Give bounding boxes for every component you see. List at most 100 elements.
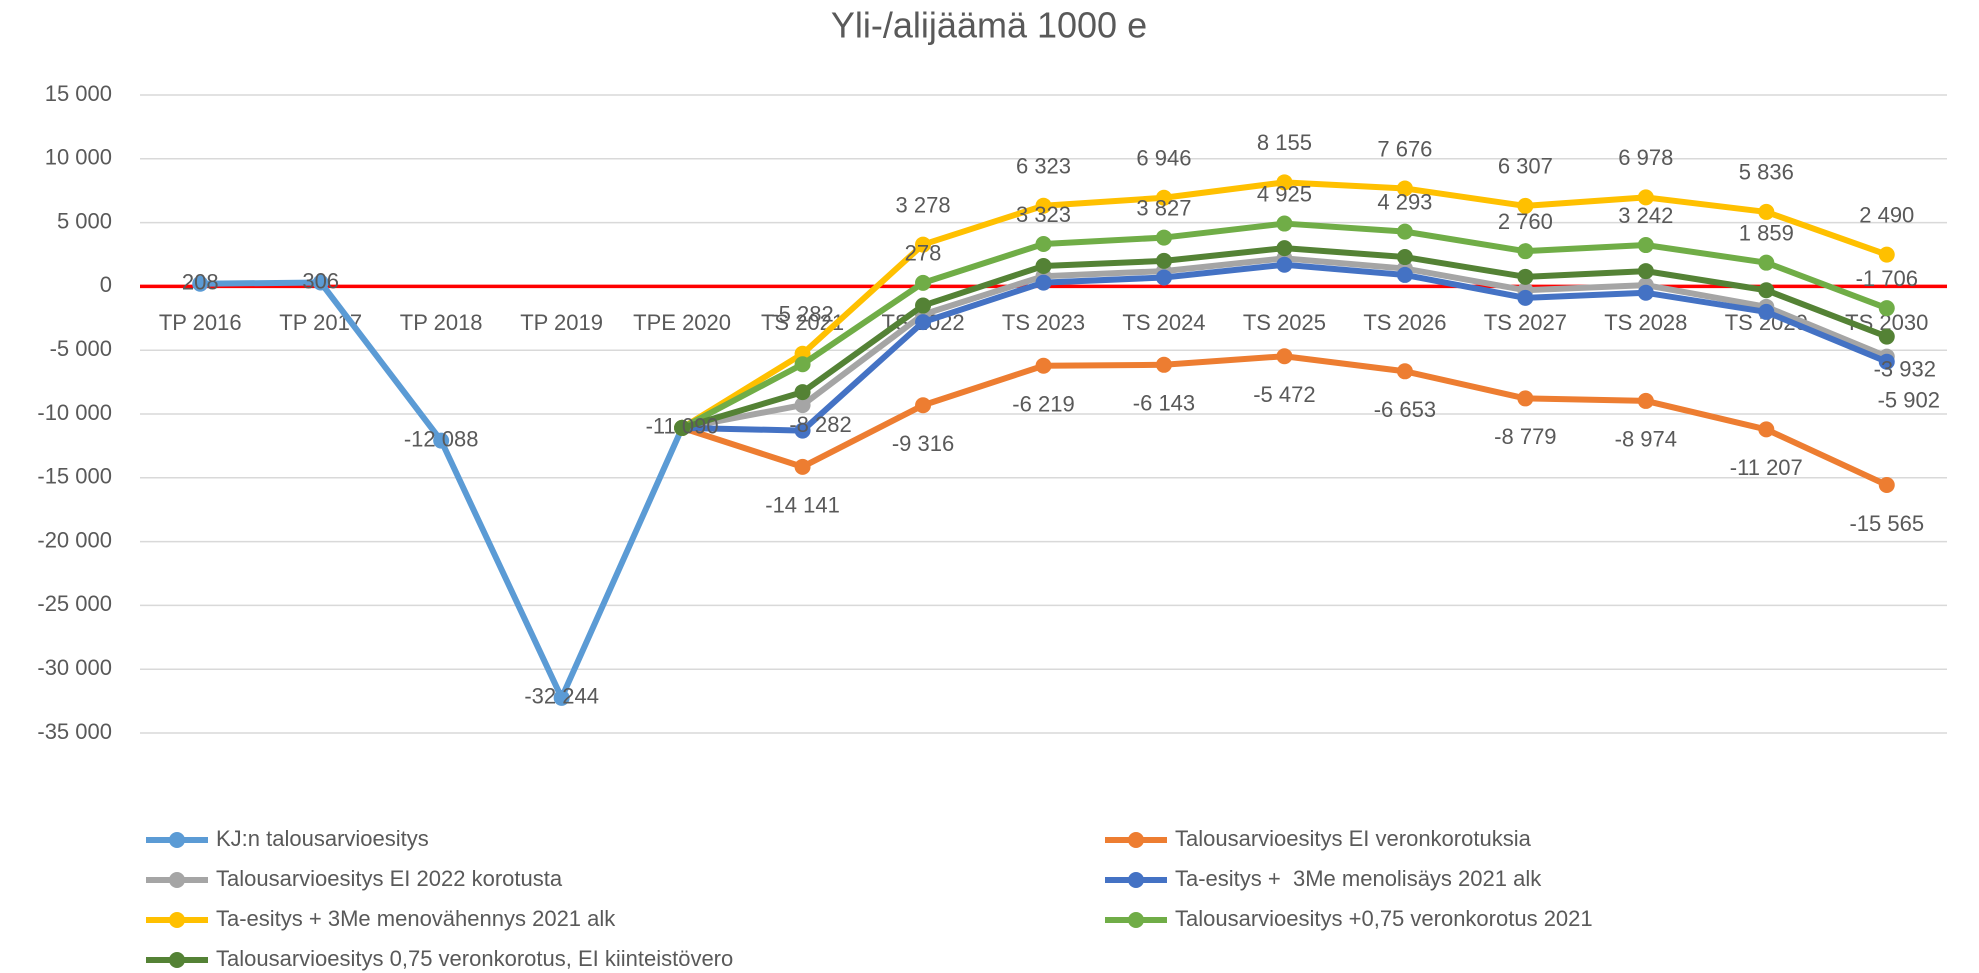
legend-marker [1128,832,1144,848]
data-point [1276,240,1293,257]
data-point [1276,348,1293,365]
data-point [1035,274,1052,291]
data-point [1758,303,1775,320]
y-tick-label: 15 000 [45,81,112,106]
data-label: -5 902 [1878,388,1940,413]
x-tick-label: TP 2018 [400,310,483,335]
data-point [1396,266,1413,283]
y-tick-label: -35 000 [37,719,112,744]
y-tick-label: -30 000 [37,655,112,680]
data-point [1155,269,1172,286]
data-point [1035,357,1052,374]
data-point [674,419,691,436]
y-tick-label: -25 000 [37,591,112,616]
data-point [433,432,450,449]
data-label: 2 490 [1859,202,1914,227]
data-label: 3 242 [1618,203,1673,228]
legend-marker [1128,872,1144,888]
legend-label: Ta-esitys + 3Me menovähennys 2021 alk [216,906,616,931]
data-point [1878,477,1895,494]
data-label: 2 760 [1498,209,1553,234]
data-label: -6 653 [1374,397,1436,422]
data-point [553,689,570,706]
data-point [1758,282,1775,299]
data-label: 6 978 [1618,145,1673,170]
data-point [1035,257,1052,274]
legend-label: Ta-esitys + 3Me menolisäys 2021 alk [1175,866,1542,891]
x-tick-label: TS 2026 [1363,310,1446,335]
data-label: 306 [302,268,339,293]
legend-marker [169,832,185,848]
data-label: -8 779 [1494,424,1556,449]
data-label: -5 472 [1253,382,1315,407]
data-point [794,356,811,373]
data-label: -12 088 [404,426,479,451]
data-label: 5 836 [1739,160,1794,185]
data-point [1276,256,1293,273]
data-label: -11 207 [1730,455,1803,480]
data-label: 6 946 [1136,146,1191,171]
data-point [1155,189,1172,206]
data-label: -9 316 [892,431,954,456]
data-point [1276,215,1293,232]
data-label: 6 307 [1498,154,1553,179]
x-tick-label: TS 2028 [1604,310,1687,335]
data-label: 3 827 [1136,195,1191,220]
data-point [1517,289,1534,306]
data-point [915,236,932,253]
data-label: 3 278 [896,192,951,217]
y-tick-label: 0 [100,272,112,297]
data-point [1878,328,1895,345]
data-label: -6 143 [1133,391,1195,416]
data-point [1517,390,1534,407]
data-label: 4 293 [1377,189,1432,214]
data-point [1396,180,1413,197]
data-point [915,314,932,331]
data-label: 4 925 [1257,181,1312,206]
data-label: -1 706 [1856,266,1918,291]
data-label: 3 323 [1016,202,1071,227]
data-point [1637,189,1654,206]
data-point [794,384,811,401]
data-point [1155,252,1172,269]
data-label: 1 859 [1739,220,1794,245]
data-point [1035,235,1052,252]
data-label: -14 141 [765,493,840,518]
data-label: -15 565 [1849,511,1924,536]
data-point [1758,421,1775,438]
x-tick-label: TS 2027 [1484,310,1567,335]
data-label: 208 [182,270,219,295]
chart-title: Yli-/alijäämä 1000 e [831,5,1147,46]
data-point [794,458,811,475]
data-label: -8 974 [1615,427,1677,452]
data-point [1517,243,1534,260]
data-point [192,275,209,292]
data-point [1155,356,1172,373]
legend-label: Talousarvioesitys EI 2022 korotusta [216,866,563,891]
data-point [1637,284,1654,301]
y-tick-label: -20 000 [37,527,112,552]
x-tick-label: TS 2024 [1122,310,1205,335]
y-tick-label: 10 000 [45,145,112,170]
data-label: -8 282 [789,412,851,437]
data-point [1878,300,1895,317]
data-label: -5 282 [771,302,833,327]
data-label: -6 219 [1012,392,1074,417]
data-point [1396,223,1413,240]
legend-marker [169,912,185,928]
data-label: 278 [905,241,942,266]
x-tick-label: TP 2019 [520,310,603,335]
data-point [915,397,932,414]
data-point [1758,254,1775,271]
data-point [1517,268,1534,285]
data-point [1396,249,1413,266]
legend-label: Talousarvioesitys 0,75 veronkorotus, EI … [216,946,733,971]
y-tick-label: 5 000 [57,208,112,233]
data-point [794,397,811,414]
legend-label: Talousarvioesitys EI veronkorotuksia [1175,826,1532,851]
data-label: -11 090 [646,414,719,439]
data-point [1396,363,1413,380]
x-tick-label: TS 2025 [1243,310,1326,335]
legend-marker [1128,912,1144,928]
